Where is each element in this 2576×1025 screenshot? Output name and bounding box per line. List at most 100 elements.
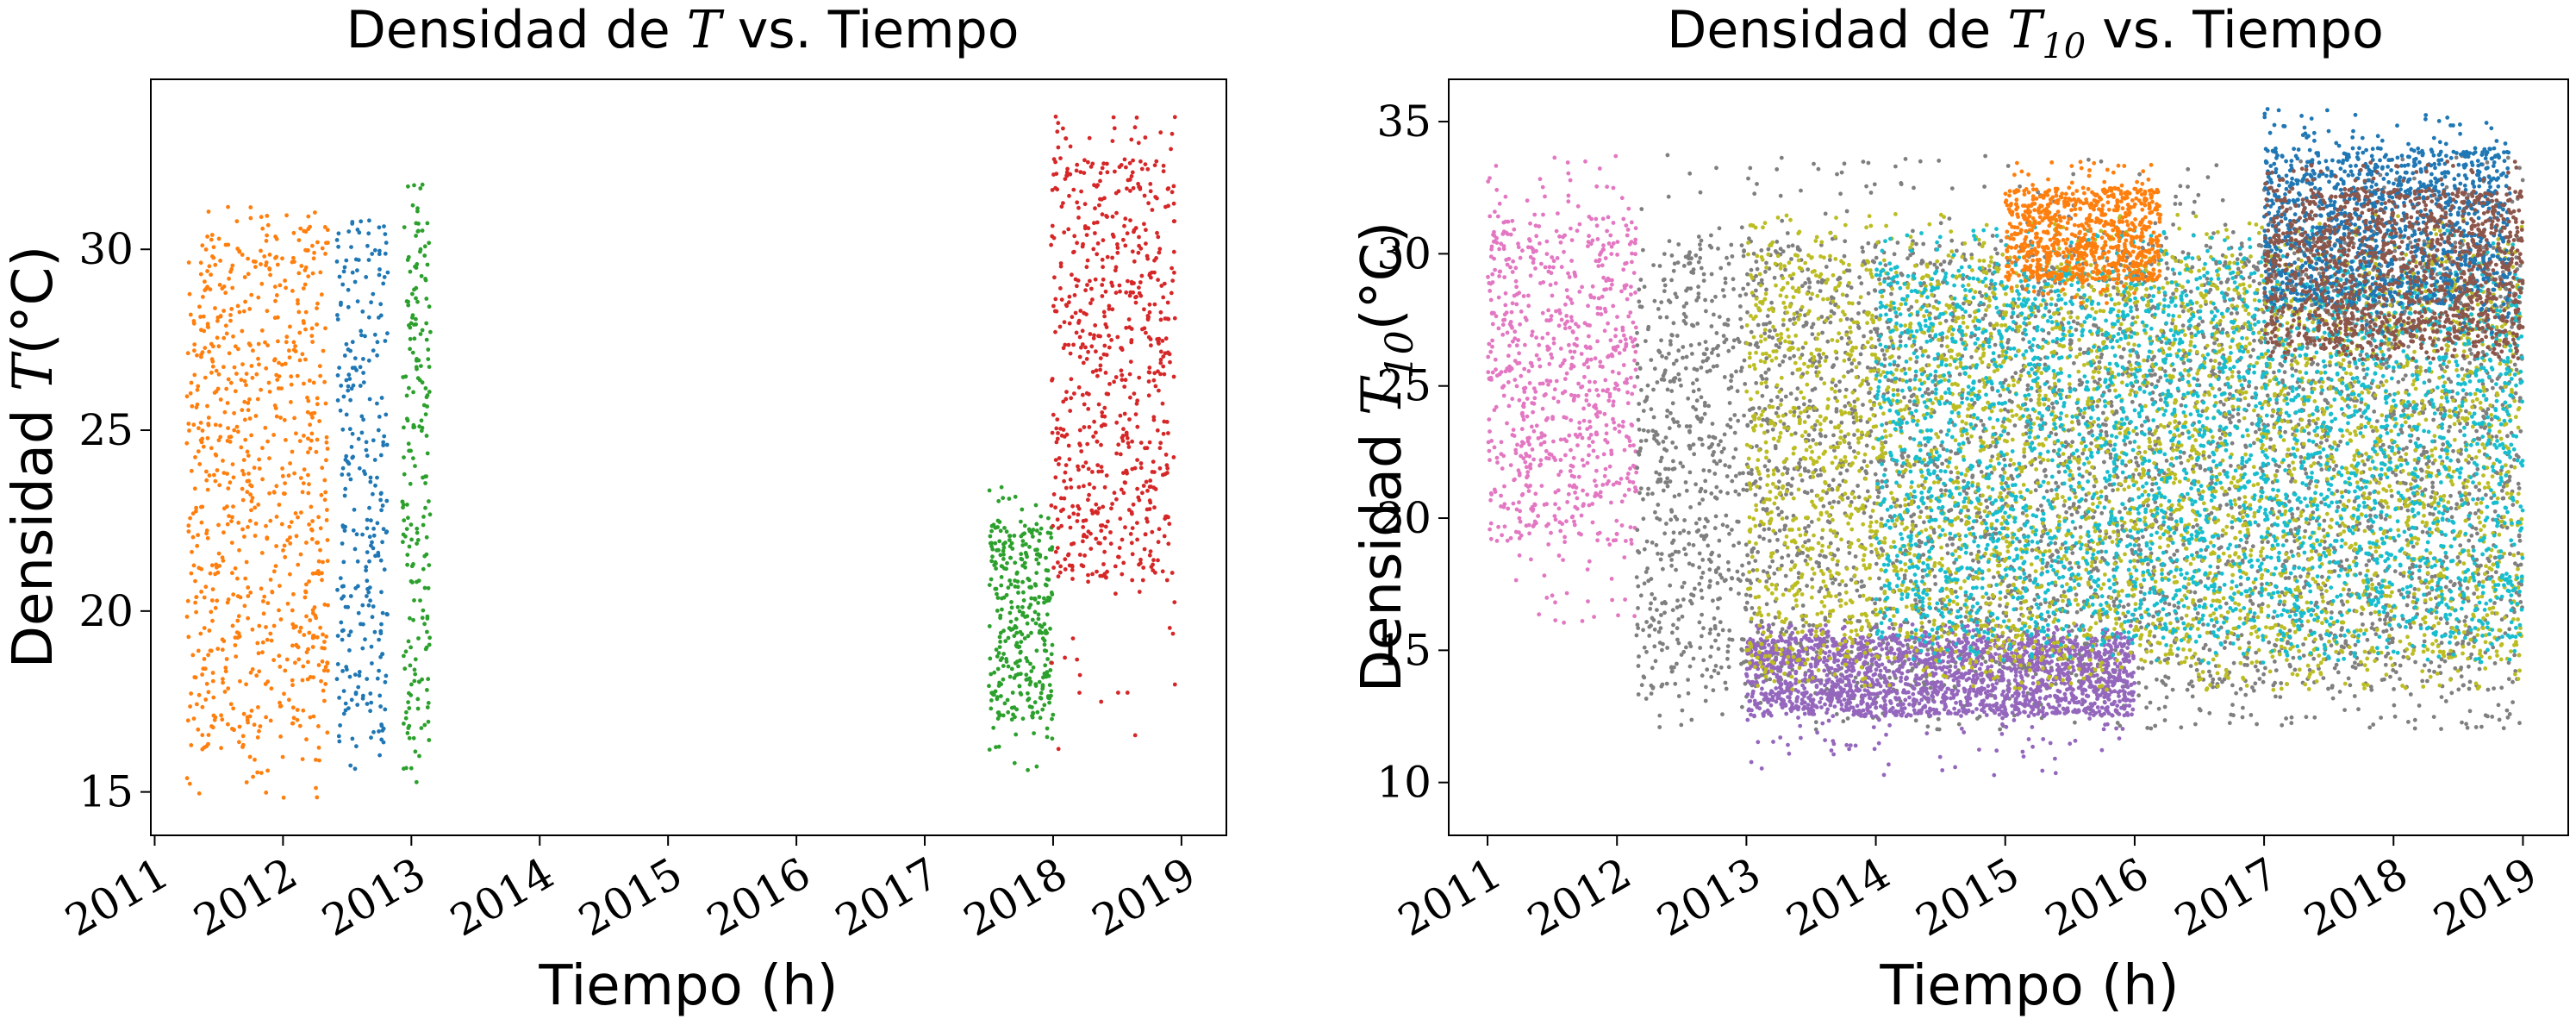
data-point	[1574, 322, 1578, 326]
data-point	[428, 330, 433, 334]
data-point	[1506, 353, 1511, 358]
data-point	[1001, 664, 1006, 668]
data-point	[1165, 578, 1169, 583]
data-point	[1631, 321, 1636, 325]
data-point	[1173, 115, 1177, 119]
data-point	[384, 413, 388, 417]
y-tick-label: 30	[78, 224, 134, 274]
data-point	[1066, 553, 1070, 558]
data-point	[1512, 228, 1516, 232]
data-point	[2128, 441, 2132, 445]
data-point	[1076, 206, 1081, 210]
data-point	[302, 434, 306, 438]
data-point	[1052, 275, 1057, 279]
data-point	[325, 518, 329, 522]
data-point	[1734, 370, 1738, 374]
data-point	[347, 462, 352, 466]
data-point	[242, 309, 246, 314]
data-point	[1535, 423, 1539, 428]
data-point	[1854, 676, 1858, 680]
data-point	[409, 270, 413, 274]
data-point	[185, 394, 190, 398]
data-point	[1518, 322, 1522, 327]
data-point	[1513, 448, 1518, 453]
data-point	[1591, 440, 1595, 444]
data-point	[382, 224, 386, 228]
data-point	[371, 438, 376, 442]
data-point	[1065, 171, 1070, 175]
data-point	[1580, 514, 1584, 518]
data-point	[1015, 659, 1020, 664]
data-point	[380, 540, 384, 544]
data-point	[997, 745, 1001, 749]
data-point	[207, 209, 211, 214]
data-point	[1009, 620, 1014, 624]
data-point	[1899, 340, 1903, 344]
data-point	[425, 404, 429, 409]
data-point	[1543, 573, 1547, 578]
data-point	[299, 510, 303, 515]
data-point	[265, 343, 270, 347]
data-point	[283, 481, 287, 485]
data-point	[1711, 347, 1715, 352]
data-point	[248, 519, 253, 523]
data-point	[1044, 631, 1048, 635]
data-point	[1153, 303, 1157, 307]
data-point	[336, 373, 340, 378]
data-point	[194, 595, 198, 599]
data-point	[369, 476, 373, 480]
data-point	[212, 473, 216, 478]
data-point	[1633, 485, 1637, 490]
data-point	[226, 522, 230, 527]
data-point	[1697, 582, 1701, 586]
data-point	[1530, 364, 1534, 368]
data-point	[1724, 281, 1728, 285]
data-point	[1718, 266, 1723, 271]
data-point	[1131, 526, 1135, 530]
data-point	[411, 425, 415, 429]
data-point	[342, 270, 346, 274]
data-point	[227, 277, 231, 281]
data-point	[1005, 659, 1009, 664]
data-point	[1541, 185, 1545, 190]
data-point	[320, 646, 324, 650]
data-point	[1630, 221, 1634, 225]
data-point	[1000, 608, 1004, 612]
data-point	[1104, 214, 1108, 218]
data-point	[416, 707, 421, 711]
data-point	[1141, 578, 1145, 583]
data-point	[380, 396, 384, 400]
y-tick-label: 25	[78, 405, 134, 455]
data-point	[268, 519, 272, 523]
data-point	[2175, 653, 2180, 658]
data-point	[326, 447, 330, 451]
data-point	[1553, 618, 1557, 622]
data-point	[292, 259, 296, 264]
data-point	[1136, 182, 1140, 186]
data-point	[1039, 716, 1043, 720]
data-point	[1629, 336, 1633, 341]
data-point	[323, 682, 327, 686]
data-point	[1022, 598, 1026, 603]
data-point	[1519, 309, 1524, 314]
data-point	[1169, 147, 1173, 152]
data-point	[1543, 195, 1547, 199]
data-point	[416, 222, 421, 226]
data-point	[203, 376, 208, 380]
data-point	[365, 244, 370, 248]
data-point	[1573, 523, 1577, 528]
data-point	[1745, 488, 1750, 492]
data-point	[1094, 430, 1098, 434]
data-point	[988, 657, 992, 661]
data-point	[1070, 315, 1075, 319]
data-point	[1874, 472, 1878, 477]
data-point	[1088, 301, 1093, 305]
data-point	[1082, 158, 1087, 162]
data-point	[1573, 271, 1577, 275]
data-point	[221, 639, 226, 643]
data-point	[376, 340, 380, 344]
data-point	[308, 378, 312, 383]
data-point	[1097, 203, 1101, 208]
data-point	[1037, 539, 1041, 543]
data-point	[1650, 541, 1655, 545]
